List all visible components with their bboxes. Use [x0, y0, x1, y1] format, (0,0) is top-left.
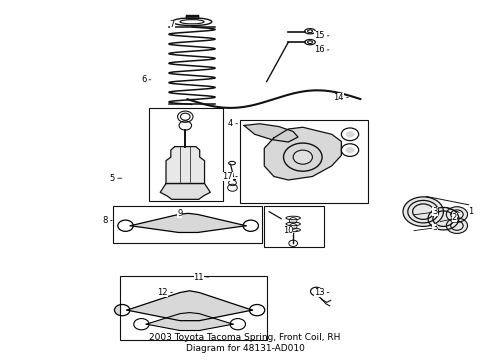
Text: 10: 10 — [283, 226, 293, 235]
Text: 11: 11 — [194, 273, 204, 282]
Polygon shape — [127, 291, 252, 321]
Text: 17: 17 — [222, 172, 233, 181]
Polygon shape — [264, 127, 342, 180]
Text: 9: 9 — [177, 209, 182, 218]
Text: 7: 7 — [170, 20, 175, 29]
Polygon shape — [244, 124, 298, 142]
Polygon shape — [146, 312, 233, 330]
Polygon shape — [160, 184, 210, 199]
Circle shape — [243, 220, 259, 231]
Circle shape — [293, 150, 313, 164]
Circle shape — [345, 147, 354, 153]
Text: 6: 6 — [141, 75, 146, 84]
Text: 14: 14 — [333, 93, 344, 102]
Circle shape — [134, 319, 149, 330]
Circle shape — [446, 207, 467, 222]
Text: 3: 3 — [432, 207, 438, 216]
Bar — [264, 206, 324, 247]
Bar — [113, 206, 262, 243]
Text: 3: 3 — [432, 223, 438, 232]
Bar — [148, 108, 223, 201]
Circle shape — [403, 197, 443, 226]
Polygon shape — [130, 213, 246, 233]
Polygon shape — [166, 147, 204, 184]
Text: 2003 Toyota Tacoma Spring, Front Coil, RH
Diagram for 48131-AD010: 2003 Toyota Tacoma Spring, Front Coil, R… — [149, 333, 341, 353]
Circle shape — [230, 319, 245, 330]
Text: 2: 2 — [452, 213, 457, 222]
Bar — [240, 120, 368, 203]
Text: 1: 1 — [468, 207, 474, 216]
Circle shape — [446, 218, 467, 233]
Circle shape — [118, 220, 133, 231]
Circle shape — [115, 305, 130, 316]
Circle shape — [249, 305, 265, 316]
Circle shape — [345, 131, 354, 138]
Bar — [120, 276, 267, 340]
Text: 8: 8 — [102, 216, 108, 225]
Text: 5: 5 — [110, 174, 115, 183]
Text: 13: 13 — [314, 288, 324, 297]
Text: 4: 4 — [228, 119, 233, 128]
Circle shape — [428, 207, 459, 230]
Text: 15: 15 — [314, 31, 324, 40]
Text: 16: 16 — [314, 45, 324, 54]
Text: 12: 12 — [157, 288, 168, 297]
